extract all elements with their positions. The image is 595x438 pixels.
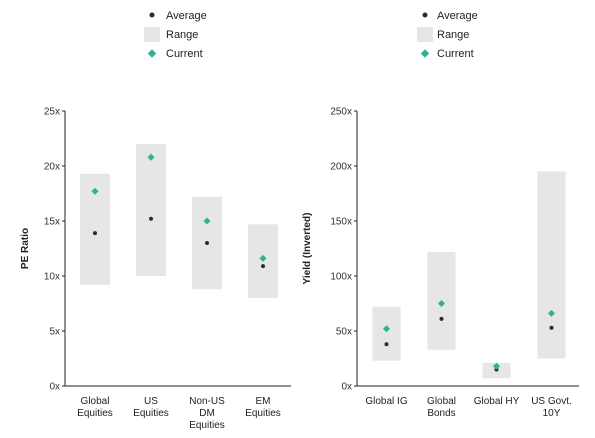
average-point bbox=[93, 231, 97, 236]
x-category-label: Global HY bbox=[474, 396, 520, 407]
x-category-label: Equities bbox=[133, 408, 169, 419]
current-point bbox=[547, 309, 556, 317]
average-point bbox=[549, 325, 554, 330]
y-tick-label: 0x bbox=[341, 382, 352, 393]
legend-average-marker bbox=[149, 12, 155, 18]
average-point bbox=[149, 216, 153, 221]
y-tick-label: 15x bbox=[44, 217, 60, 228]
legend-current-label: Current bbox=[437, 48, 474, 60]
current-point bbox=[259, 254, 267, 262]
x-category-label: US bbox=[144, 396, 158, 407]
x-category-label: Global IG bbox=[365, 396, 407, 407]
legend-right: Average Range Current bbox=[417, 10, 478, 60]
x-category-label: 10Y bbox=[543, 408, 561, 419]
x-category-label: Equities bbox=[245, 408, 281, 419]
range-bar bbox=[537, 171, 566, 359]
average-point bbox=[439, 316, 444, 321]
x-category-label: Global bbox=[81, 396, 110, 407]
legend-range-swatch bbox=[417, 27, 433, 42]
y-tick-label: 10x bbox=[44, 272, 60, 283]
current-point bbox=[91, 187, 99, 195]
legend-current-label: Current bbox=[166, 48, 203, 60]
legend-average-label: Average bbox=[166, 10, 207, 22]
y-tick-label: 0x bbox=[49, 382, 60, 393]
x-category-label: Global bbox=[427, 396, 456, 407]
y-axis-title: Yield (Inverted) bbox=[302, 213, 313, 285]
x-category-label: Equities bbox=[189, 420, 225, 431]
average-point bbox=[261, 264, 265, 269]
current-point bbox=[147, 153, 155, 161]
average-point bbox=[205, 241, 209, 245]
x-category-label: Non-US bbox=[189, 396, 225, 407]
y-tick-label: 5x bbox=[49, 327, 60, 338]
legend-current-marker bbox=[420, 49, 430, 58]
current-point bbox=[203, 217, 211, 225]
legend-current-marker bbox=[147, 49, 157, 58]
current-point bbox=[492, 362, 501, 370]
x-category-label: US Govt. bbox=[531, 396, 572, 407]
y-tick-label: 100x bbox=[330, 272, 352, 283]
y-tick-label: 20x bbox=[44, 162, 60, 173]
current-point bbox=[382, 325, 391, 333]
yield-chart: 0x 50x 100x 150x 200x 250x Yield (Inverted) Glo… bbox=[302, 107, 579, 419]
legend-average-marker bbox=[422, 12, 428, 18]
x-category-label: EM bbox=[256, 396, 271, 407]
y-tick-label: 150x bbox=[330, 217, 352, 228]
range-bar bbox=[372, 306, 401, 361]
y-tick-label: 50x bbox=[336, 327, 352, 338]
current-point bbox=[437, 299, 446, 308]
y-tick-label: 25x bbox=[44, 107, 60, 118]
x-category-label: DM bbox=[199, 408, 215, 419]
y-tick-label: 200x bbox=[330, 162, 352, 173]
y-axis-title: PE Ratio bbox=[20, 228, 31, 269]
average-point bbox=[384, 342, 389, 347]
x-category-label: Bonds bbox=[427, 408, 455, 419]
legend-left: Average Range Current bbox=[144, 10, 207, 60]
x-category-label: Equities bbox=[77, 408, 113, 419]
legend-range-label: Range bbox=[166, 29, 198, 41]
legend-range-swatch bbox=[144, 27, 160, 42]
range-bar bbox=[136, 144, 166, 276]
y-tick-label: 250x bbox=[330, 107, 352, 118]
legend-range-label: Range bbox=[437, 29, 469, 41]
legend-average-label: Average bbox=[437, 10, 478, 22]
